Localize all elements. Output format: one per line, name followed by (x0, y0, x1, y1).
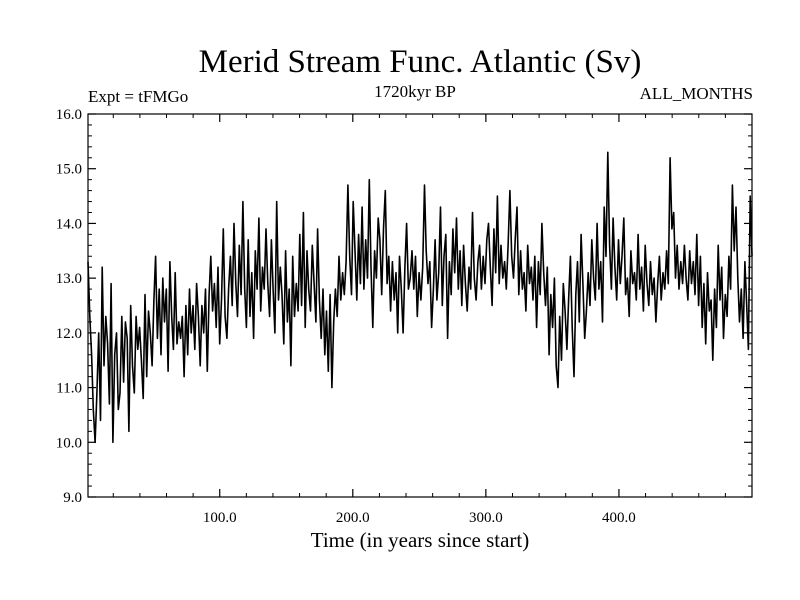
y-tick-label: 14.0 (56, 216, 82, 232)
y-tick-label: 10.0 (56, 435, 82, 451)
y-tick-label: 16.0 (56, 107, 82, 123)
experiment-label: Expt = tFMGo (88, 87, 188, 106)
chart-subtitle: 1720kyr BP (374, 82, 456, 101)
months-label: ALL_MONTHS (640, 84, 753, 103)
x-tick-label: 200.0 (336, 510, 370, 526)
x-tick-label: 300.0 (469, 510, 503, 526)
y-tick-label: 12.0 (56, 326, 82, 342)
x-tick-label: 400.0 (602, 510, 636, 526)
x-tick-label: 100.0 (203, 510, 237, 526)
y-tick-label: 11.0 (56, 381, 82, 397)
y-tick-label: 9.0 (63, 490, 82, 506)
x-axis-label: Time (in years since start) (311, 528, 530, 552)
y-tick-label: 13.0 (56, 271, 82, 287)
chart-title: Merid Stream Func. Atlantic (Sv) (199, 44, 642, 80)
plot-frame (87, 113, 753, 498)
series-line (87, 151, 753, 444)
y-tick-label: 15.0 (56, 162, 82, 178)
